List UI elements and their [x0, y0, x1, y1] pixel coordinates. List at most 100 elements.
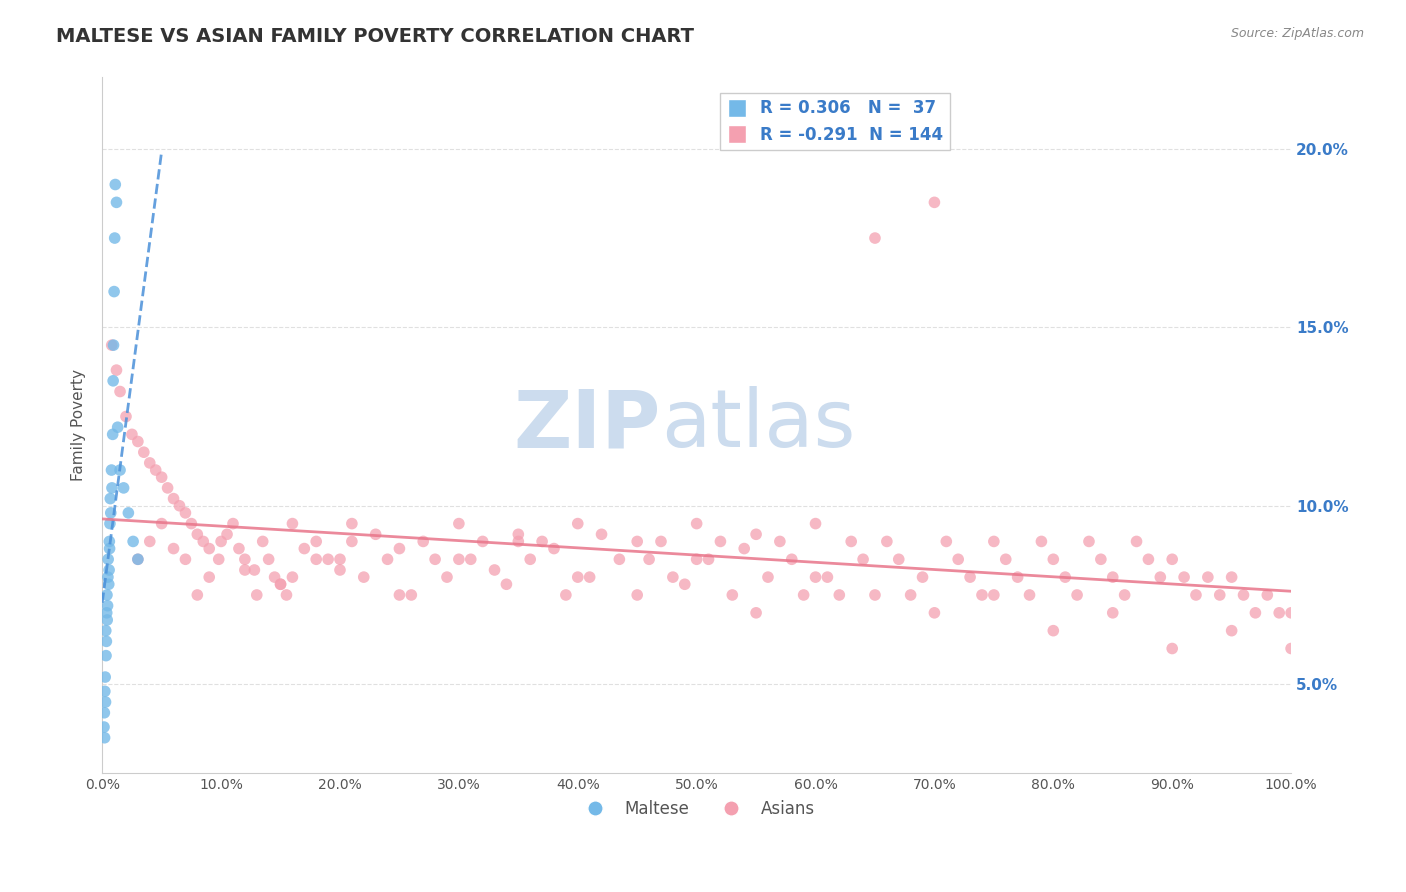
Text: ZIP: ZIP	[513, 386, 661, 465]
Point	[98, 491, 121, 506]
Point	[401, 588, 423, 602]
Point	[697, 552, 720, 566]
Point	[174, 552, 197, 566]
Point	[911, 570, 934, 584]
Point	[733, 541, 755, 556]
Point	[281, 516, 304, 531]
Point	[1232, 588, 1254, 602]
Point	[101, 374, 124, 388]
Point	[98, 516, 121, 531]
Point	[305, 534, 328, 549]
Point	[828, 588, 851, 602]
Point	[122, 534, 145, 549]
Point	[484, 563, 506, 577]
Point	[638, 552, 661, 566]
Point	[105, 363, 128, 377]
Point	[1042, 552, 1064, 566]
Point	[101, 427, 124, 442]
Point	[412, 534, 434, 549]
Point	[108, 463, 131, 477]
Point	[721, 588, 744, 602]
Point	[983, 588, 1005, 602]
Point	[276, 588, 298, 602]
Point	[1244, 606, 1267, 620]
Point	[292, 541, 315, 556]
Point	[103, 338, 125, 352]
Point	[180, 516, 202, 531]
Point	[97, 577, 120, 591]
Point	[117, 506, 139, 520]
Point	[1101, 606, 1123, 620]
Point	[105, 195, 128, 210]
Point	[1279, 641, 1302, 656]
Point	[983, 534, 1005, 549]
Point	[270, 577, 292, 591]
Point	[103, 285, 125, 299]
Point	[460, 552, 482, 566]
Point	[96, 588, 118, 602]
Point	[863, 231, 886, 245]
Point	[948, 552, 970, 566]
Point	[233, 552, 256, 566]
Point	[756, 570, 779, 584]
Point	[673, 577, 696, 591]
Point	[1161, 641, 1184, 656]
Point	[104, 178, 127, 192]
Point	[1173, 570, 1195, 584]
Point	[626, 588, 648, 602]
Point	[994, 552, 1017, 566]
Point	[93, 706, 115, 720]
Point	[804, 516, 827, 531]
Point	[252, 534, 274, 549]
Text: atlas: atlas	[661, 386, 855, 465]
Point	[98, 563, 121, 577]
Point	[127, 434, 149, 449]
Point	[270, 577, 292, 591]
Point	[900, 588, 922, 602]
Point	[193, 534, 215, 549]
Point	[887, 552, 910, 566]
Point	[804, 570, 827, 584]
Point	[145, 463, 167, 477]
Point	[139, 534, 162, 549]
Point	[1031, 534, 1053, 549]
Point	[93, 720, 115, 734]
Point	[1149, 570, 1171, 584]
Point	[447, 552, 470, 566]
Point	[329, 552, 352, 566]
Legend: Maltese, Asians: Maltese, Asians	[571, 793, 823, 824]
Point	[97, 552, 120, 566]
Point	[959, 570, 981, 584]
Point	[863, 588, 886, 602]
Point	[1185, 588, 1208, 602]
Point	[423, 552, 446, 566]
Point	[150, 516, 173, 531]
Point	[228, 541, 250, 556]
Point	[377, 552, 399, 566]
Point	[115, 409, 138, 424]
Point	[447, 516, 470, 531]
Point	[112, 481, 135, 495]
Point	[1209, 588, 1232, 602]
Point	[100, 338, 122, 352]
Point	[1007, 570, 1029, 584]
Point	[519, 552, 541, 566]
Point	[305, 552, 328, 566]
Point	[1125, 534, 1147, 549]
Point	[96, 606, 118, 620]
Point	[578, 570, 600, 584]
Point	[156, 481, 179, 495]
Point	[924, 606, 946, 620]
Point	[198, 541, 221, 556]
Point	[98, 541, 121, 556]
Point	[388, 541, 411, 556]
Point	[340, 516, 363, 531]
Point	[222, 516, 245, 531]
Point	[263, 570, 285, 584]
Point	[495, 577, 517, 591]
Point	[1268, 606, 1291, 620]
Point	[198, 570, 221, 584]
Point	[1197, 570, 1219, 584]
Point	[246, 588, 269, 602]
Point	[1101, 570, 1123, 584]
